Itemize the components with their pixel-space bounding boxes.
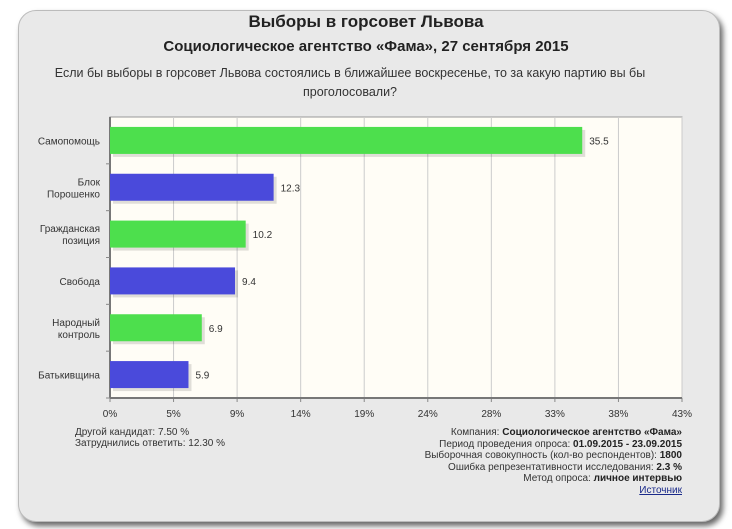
sample-info: Выборочная совокупность (кол-во респонде… <box>424 450 682 461</box>
data-label: 9.4 <box>242 277 256 288</box>
data-label: 5.9 <box>195 371 209 382</box>
x-tick-label: 24% <box>418 409 438 420</box>
x-tick-label: 9% <box>230 409 245 420</box>
chart-subtitle: Социологическое агентство «Фама», 27 сен… <box>163 38 569 55</box>
source-link[interactable]: Источник <box>639 484 682 496</box>
plot-area <box>109 116 683 399</box>
chart-title: Выборы в горсовет Львова <box>248 12 484 31</box>
category-label: Народный <box>52 318 100 329</box>
footer-right: Компания: Социологическое агентство «Фам… <box>425 427 682 496</box>
category-label: контроль <box>58 330 100 341</box>
data-label: 6.9 <box>209 324 223 335</box>
period-info: Период проведения опроса: 01.09.2015 - 2… <box>439 438 682 450</box>
category-label: Батькивщина <box>38 371 100 382</box>
category-label: Блок <box>78 177 101 188</box>
category-label: Порошенко <box>47 189 100 200</box>
x-tick-label: 19% <box>354 409 374 420</box>
x-tick-label: 14% <box>291 409 311 420</box>
x-tick-label: 33% <box>545 409 565 420</box>
bar <box>110 220 246 248</box>
method-info: Метод опроса: личное интервью <box>523 473 682 484</box>
undecided: Затруднились ответить: 12.30 % <box>75 438 225 449</box>
bar <box>110 314 202 342</box>
category-label: позиция <box>62 236 100 247</box>
bar <box>110 361 189 389</box>
company-info: Компания: Социологическое агентство «Фам… <box>450 427 682 438</box>
other-candidate: Другой кандидат: 7.50 % <box>75 427 190 438</box>
error-info: Ошибка репрезентативности исследования: … <box>448 461 682 473</box>
category-label: Самопомощь <box>38 136 100 147</box>
category-label: Свобода <box>60 276 101 288</box>
x-tick-label: 38% <box>608 409 628 420</box>
x-tick-label: 0% <box>103 409 118 420</box>
data-label: 10.2 <box>253 230 273 241</box>
footer-left: Другой кандидат: 7.50 % Затруднились отв… <box>75 427 225 449</box>
data-label: 35.5 <box>589 136 609 147</box>
x-tick-label: 43% <box>672 409 692 420</box>
data-label: 12.3 <box>281 183 301 194</box>
bar <box>110 267 236 295</box>
category-label: Гражданская <box>40 224 100 235</box>
bar <box>110 173 274 201</box>
x-tick-label: 28% <box>481 409 501 420</box>
x-tick-label: 5% <box>166 409 181 420</box>
bar <box>110 126 583 154</box>
chart-question: Если бы выборы в горсовет Львова состоял… <box>54 66 646 99</box>
